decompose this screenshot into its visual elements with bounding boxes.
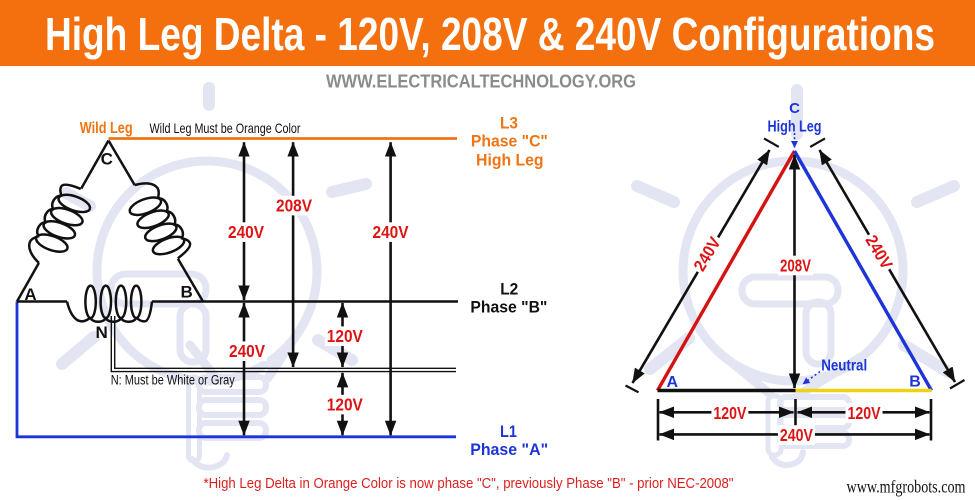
svg-text:240V: 240V — [373, 222, 409, 242]
svg-text:208V: 208V — [276, 196, 312, 216]
svg-text:High Leg Delta - 120V, 208V &: High Leg Delta - 120V, 208V & 240V Confi… — [45, 8, 935, 60]
svg-text:208V: 208V — [780, 255, 811, 275]
svg-text:N: Must be White or Gray: N: Must be White or Gray — [111, 372, 235, 387]
svg-text:Neutral: Neutral — [821, 358, 867, 375]
svg-text:Phase "C": Phase "C" — [471, 132, 548, 151]
svg-text:120V: 120V — [327, 326, 363, 346]
svg-text:Phase "B": Phase "B" — [470, 298, 547, 317]
svg-text:High Leg: High Leg — [476, 151, 544, 170]
svg-text:WWW.ELECTRICALTECHNOLOGY.ORG: WWW.ELECTRICALTECHNOLOGY.ORG — [326, 72, 636, 92]
svg-text:Wild Leg Must be Orange Color: Wild Leg Must be Orange Color — [150, 120, 301, 136]
svg-text:C: C — [789, 100, 800, 117]
svg-text:*High Leg Delta in Orange Colo: *High Leg Delta in Orange Color is now p… — [204, 475, 734, 492]
svg-text:240V: 240V — [229, 341, 265, 361]
svg-text:L1: L1 — [500, 422, 517, 441]
svg-text:www.mfgrobots.com: www.mfgrobots.com — [847, 477, 966, 497]
svg-text:240V: 240V — [780, 425, 813, 445]
svg-text:B: B — [909, 374, 921, 391]
svg-text:N: N — [96, 323, 108, 342]
svg-text:L2: L2 — [500, 280, 518, 299]
svg-text:240V: 240V — [228, 222, 264, 242]
svg-text:A: A — [24, 285, 36, 304]
svg-text:High Leg: High Leg — [768, 119, 822, 136]
svg-text:C: C — [101, 150, 113, 169]
svg-text:120V: 120V — [713, 403, 746, 423]
svg-text:Phase "A": Phase "A" — [470, 440, 548, 459]
svg-text:A: A — [667, 374, 679, 391]
svg-text:120V: 120V — [848, 403, 881, 423]
svg-text:L3: L3 — [500, 114, 518, 133]
svg-text:120V: 120V — [327, 394, 363, 414]
svg-text:B: B — [180, 283, 192, 302]
svg-text:Wild Leg: Wild Leg — [80, 120, 133, 137]
